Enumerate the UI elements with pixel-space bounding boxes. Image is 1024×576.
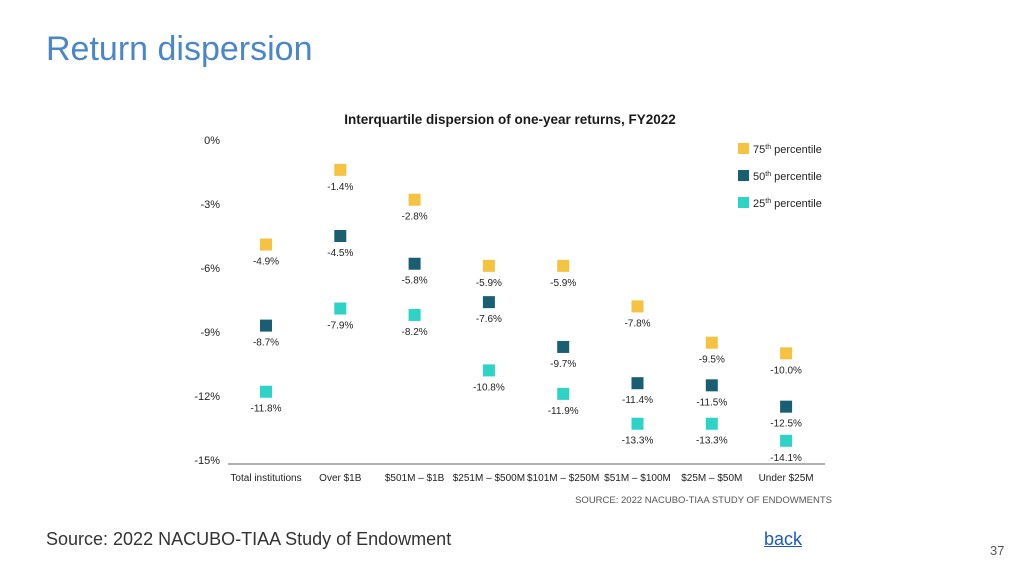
x-tick-label: $251M – $500M bbox=[453, 473, 525, 484]
x-tick-label: $501M – $1B bbox=[385, 473, 445, 484]
data-point-p25 bbox=[482, 364, 495, 377]
data-label: -4.5% bbox=[327, 248, 353, 259]
data-point-p25 bbox=[260, 385, 272, 398]
page-number: 37 bbox=[990, 543, 1005, 558]
data-label: -2.8% bbox=[402, 212, 428, 223]
legend-swatch bbox=[738, 197, 749, 208]
data-label: -11.4% bbox=[622, 395, 653, 406]
data-point-p50 bbox=[482, 296, 495, 309]
data-label: -7.6% bbox=[476, 314, 502, 325]
data-point-p75 bbox=[260, 238, 272, 251]
x-tick-label: Under $25M bbox=[759, 473, 814, 484]
slide-title: Return dispersion bbox=[46, 30, 313, 68]
data-label: -5.9% bbox=[476, 278, 502, 289]
data-point-p25 bbox=[334, 302, 347, 315]
data-point-p75 bbox=[482, 259, 495, 272]
data-label: -8.7% bbox=[253, 338, 279, 349]
data-label: -10.8% bbox=[473, 382, 505, 393]
data-point-p75 bbox=[557, 259, 570, 272]
data-point-p75 bbox=[408, 193, 421, 206]
data-label: -9.7% bbox=[550, 359, 576, 370]
source-note: Source: 2022 NACUBO-TIAA Study of Endowm… bbox=[46, 529, 452, 549]
legend-label: 25th percentile bbox=[753, 198, 822, 210]
chart-source: SOURCE: 2022 NACUBO-TIAA STUDY OF ENDOWM… bbox=[575, 495, 832, 506]
chart-svg: Interquartile dispersion of one-year ret… bbox=[194, 112, 832, 506]
data-point-p75 bbox=[631, 300, 644, 313]
data-label: -5.9% bbox=[550, 278, 576, 289]
data-point-p50 bbox=[557, 340, 570, 353]
data-label: -10.0% bbox=[770, 365, 802, 376]
data-point-p25 bbox=[705, 417, 718, 430]
data-label: -9.5% bbox=[699, 355, 725, 366]
data-point-p50 bbox=[334, 230, 347, 242]
data-point-p50 bbox=[260, 319, 272, 332]
y-tick-label: -3% bbox=[200, 199, 220, 211]
legend-label: 75th percentile bbox=[753, 144, 822, 156]
data-label: -1.4% bbox=[327, 182, 353, 193]
data-point-p25 bbox=[631, 417, 644, 430]
x-tick-label: $25M – $50M bbox=[681, 473, 742, 484]
data-point-p50 bbox=[631, 377, 644, 390]
data-label: -5.8% bbox=[402, 276, 428, 287]
data-label: -4.9% bbox=[253, 257, 279, 268]
legend-label: 50th percentile bbox=[753, 171, 822, 183]
y-tick-label: -15% bbox=[194, 455, 220, 467]
data-point-p75 bbox=[780, 347, 793, 360]
y-tick-label: 0% bbox=[204, 135, 220, 147]
y-tick-label: -6% bbox=[200, 263, 220, 275]
data-label: -11.5% bbox=[696, 397, 727, 408]
data-label: -14.1% bbox=[770, 453, 802, 464]
data-point-p25 bbox=[408, 308, 421, 321]
data-point-p25 bbox=[557, 387, 570, 400]
chart-container: Interquartile dispersion of one-year ret… bbox=[180, 100, 840, 520]
y-tick-label: -9% bbox=[200, 327, 220, 339]
data-point-p75 bbox=[334, 163, 347, 176]
data-label: -12.5% bbox=[770, 419, 802, 430]
data-label: -13.3% bbox=[696, 436, 728, 447]
data-label: -7.9% bbox=[327, 321, 353, 332]
legend-swatch bbox=[738, 143, 749, 154]
data-label: -13.3% bbox=[622, 436, 654, 447]
data-point-p50 bbox=[780, 400, 793, 413]
data-label: -7.8% bbox=[624, 318, 650, 329]
data-point-p75 bbox=[705, 336, 718, 349]
data-label: -11.9% bbox=[548, 406, 579, 417]
x-tick-label: Total institutions bbox=[230, 473, 301, 484]
data-label: -8.2% bbox=[402, 327, 428, 338]
back-link[interactable]: back bbox=[764, 529, 803, 549]
y-tick-label: -12% bbox=[194, 391, 220, 403]
x-tick-label: $101M – $250M bbox=[527, 473, 599, 484]
chart-title: Interquartile dispersion of one-year ret… bbox=[344, 112, 676, 127]
legend-swatch bbox=[738, 170, 749, 181]
x-tick-label: Over $1B bbox=[319, 473, 362, 484]
data-point-p50 bbox=[705, 379, 718, 392]
data-point-p50 bbox=[408, 257, 421, 270]
data-label: -11.8% bbox=[251, 404, 282, 415]
x-tick-label: $51M – $100M bbox=[604, 473, 671, 484]
data-point-p25 bbox=[780, 434, 793, 447]
